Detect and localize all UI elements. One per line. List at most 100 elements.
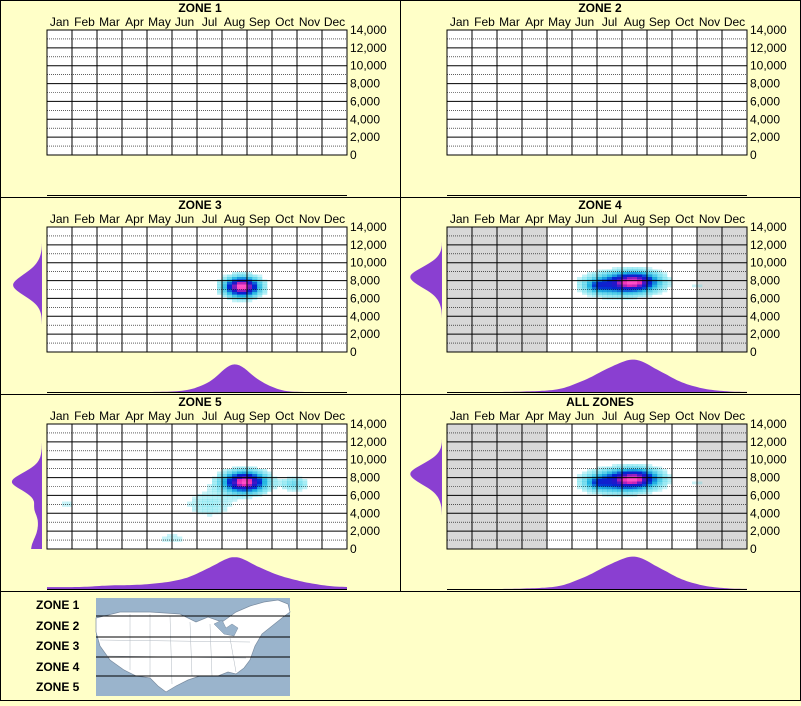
heatmap-cell — [612, 294, 618, 298]
heatmap-cell — [292, 489, 298, 492]
heatmap-cell — [217, 289, 223, 293]
heatmap-cell — [162, 539, 168, 542]
heatmap-cell — [607, 292, 613, 295]
y-tick-label: 4,000 — [350, 309, 380, 323]
y-tick-label: 8,000 — [750, 274, 780, 288]
heatmap-cell — [242, 496, 248, 500]
heatmap-cell — [662, 282, 668, 285]
heatmap-cell — [647, 479, 653, 482]
map-state-border — [209, 623, 213, 677]
heatmap-cell — [67, 504, 73, 507]
heatmap-cell — [297, 479, 303, 482]
heatmap-cell — [232, 292, 238, 295]
heatmap-cell — [627, 272, 633, 275]
heatmap-cell — [187, 501, 193, 505]
month-tick-label: Jun — [575, 212, 594, 226]
heatmap-cell — [602, 479, 608, 482]
heatmap-cell — [592, 481, 598, 485]
heatmap-cell — [602, 466, 608, 470]
heatmap-cell — [262, 282, 268, 285]
heatmap-cell — [637, 282, 643, 285]
heatmap-cell — [627, 484, 633, 487]
heatmap-cell — [592, 489, 598, 492]
heatmap-cell — [227, 471, 233, 475]
heatmap-cell — [622, 491, 628, 495]
heatmap-cell — [207, 501, 213, 505]
month-tick-label: Oct — [275, 212, 294, 226]
y-tick-label: 10,000 — [750, 256, 787, 270]
heatmap-cell — [242, 287, 248, 290]
heatmap-cell — [667, 277, 673, 280]
heatmap-cell — [262, 484, 268, 487]
heatmap-cell — [597, 277, 603, 280]
y-tick-label: 10,000 — [350, 59, 387, 73]
heatmap-cell — [647, 491, 653, 495]
heatmap-cell — [597, 471, 603, 475]
heatmap-cell — [202, 509, 208, 512]
month-tick-label: Feb — [74, 409, 95, 423]
heatmap-cell — [632, 466, 638, 470]
heatmap-cell — [262, 486, 268, 490]
heatmap-cell — [252, 289, 258, 293]
heatmap-cell — [252, 294, 258, 298]
legend-zone-label: ZONE 3 — [36, 639, 80, 653]
heatmap-cell — [617, 289, 623, 293]
heatmap-cell — [247, 299, 253, 303]
y-tick-label: 14,000 — [750, 220, 787, 234]
heatmap-cell — [222, 277, 228, 280]
heatmap-cell — [177, 536, 183, 540]
heatmap-cell — [642, 284, 648, 288]
month-tick-label: Mar — [99, 212, 120, 226]
month-tick-label: Apr — [525, 409, 544, 423]
heatmap-cell — [247, 277, 253, 280]
heatmap-cell — [197, 504, 203, 507]
heatmap-cell — [642, 471, 648, 475]
heatmap-cell — [252, 484, 258, 487]
heatmap-cell — [227, 504, 233, 507]
heatmap-cell — [652, 481, 658, 485]
month-tick-label: Jun — [175, 212, 194, 226]
y-tick-label: 12,000 — [350, 238, 387, 252]
heatmap-cell — [217, 509, 223, 512]
heatmap-cell — [257, 284, 263, 288]
heatmap-cell — [227, 294, 233, 298]
heatmap-cell — [617, 491, 623, 495]
heatmap-cell — [597, 284, 603, 288]
heatmap-cell — [262, 481, 268, 485]
month-tick-label: Jan — [50, 15, 69, 29]
heatmap-cell — [242, 489, 248, 492]
heatmap-cell — [587, 471, 593, 475]
y-tick-label: 6,000 — [350, 291, 380, 305]
heatmap-cell — [587, 289, 593, 293]
heatmap-cell — [602, 481, 608, 485]
y-tick-label: 6,000 — [350, 488, 380, 502]
heatmap-cell — [237, 299, 243, 303]
plot-border — [46, 423, 348, 550]
y-tick-label: 12,000 — [350, 435, 387, 449]
heatmap-cell — [617, 466, 623, 470]
heatmap-cell — [652, 466, 658, 470]
heatmap-cell — [642, 489, 648, 492]
heatmap-cell — [267, 484, 273, 487]
heatmap-cell — [237, 272, 243, 275]
heatmap-cell — [617, 484, 623, 487]
heatmap-cell — [632, 481, 638, 485]
month-tick-label: Aug — [224, 15, 245, 29]
heatmap-cell — [642, 486, 648, 490]
heatmap-cell — [642, 466, 648, 470]
heatmap-cell — [602, 277, 608, 280]
heatmap-cell — [262, 284, 268, 288]
heatmap-cell — [622, 289, 628, 293]
heatmap-cell — [257, 469, 263, 472]
month-tick-label: Sep — [249, 212, 271, 226]
heatmap-cell — [217, 481, 223, 485]
heatmap-cell — [587, 294, 593, 298]
y-tick-label: 6,000 — [750, 94, 780, 108]
map-state-border — [169, 615, 173, 685]
heatmap-cell — [647, 469, 653, 472]
month-tick-label: Jun — [175, 15, 194, 29]
month-tick-label: Nov — [299, 212, 320, 226]
heatmap-cell — [632, 284, 638, 288]
y-tick-label: 0 — [350, 148, 357, 162]
heatmap-cell — [242, 292, 248, 295]
